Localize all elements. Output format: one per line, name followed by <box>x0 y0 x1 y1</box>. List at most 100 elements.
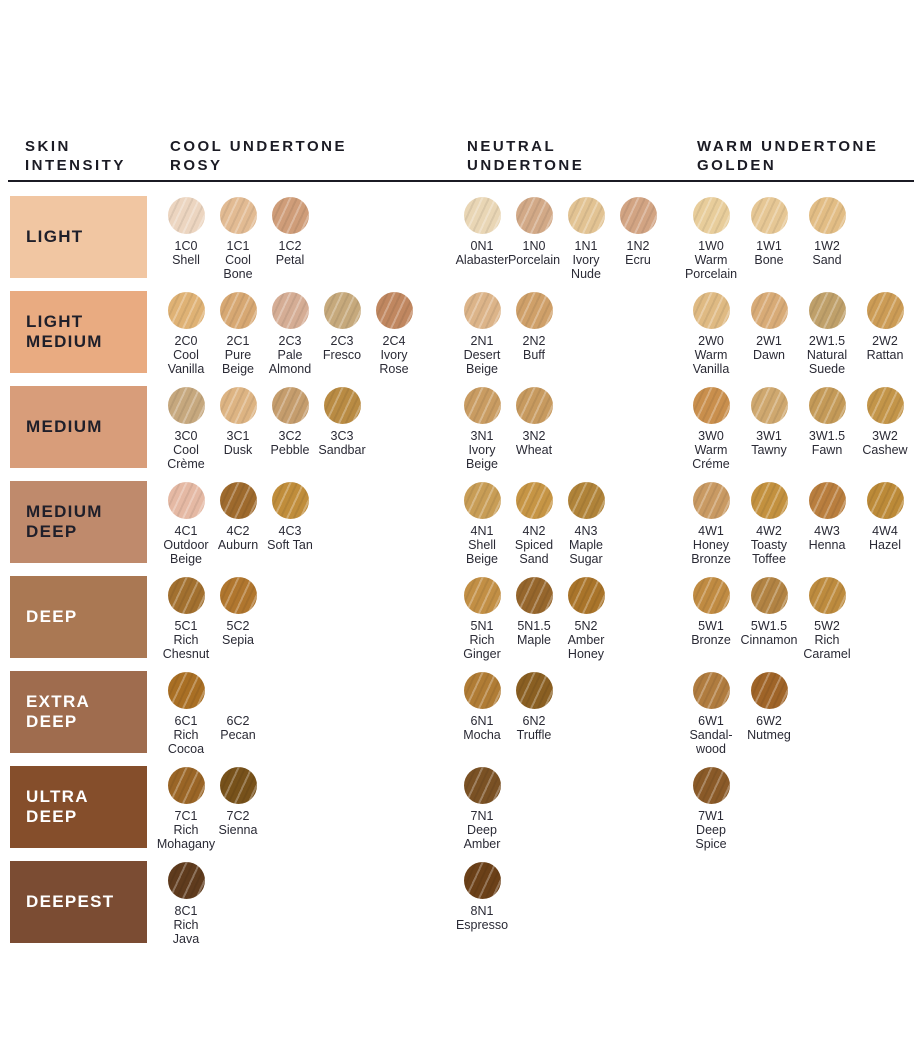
shade-code: 6W1 <box>698 714 724 728</box>
shade-code: 2C4 <box>382 334 406 348</box>
shade-name: Ivory Rose <box>379 348 409 376</box>
shade-1W0: 1W0 Warm Porcelain <box>682 197 740 281</box>
shade-swatch <box>219 577 257 614</box>
neutral-shade-group: 8N1 Espresso <box>456 862 508 932</box>
shade-code: 1N2 <box>626 239 650 253</box>
shade-code: 2C0 <box>174 334 198 348</box>
shade-3C1: 3C1 Dusk <box>212 387 264 457</box>
warm-shade-group: 7W1 Deep Spice <box>682 767 740 851</box>
shade-name: Desert Beige <box>463 348 501 376</box>
intensity-row-4: MEDIUM DEEP 4C1 Outdoor Beige 4C2 Auburn 4C3 S… <box>0 481 922 566</box>
shade-code: 5N1 <box>470 619 494 633</box>
shade-code: 1C0 <box>174 239 198 253</box>
neutral-shade-group: 2N1 Desert Beige 2N2 Buff <box>456 292 560 376</box>
shade-1N2: 1N2 Ecru <box>612 197 664 267</box>
shade-swatch <box>515 387 553 424</box>
shade-code: 5W1 <box>698 619 724 633</box>
intensity-row-1: LIGHT 1C0 Shell 1C1 Cool Bone 1C2 Petal 0N1 Alab… <box>0 196 922 281</box>
shade-swatch <box>692 197 730 234</box>
shade-swatch <box>463 197 501 234</box>
shade-7C2: 7C2 Sienna <box>212 767 264 837</box>
shade-4W4: 4W4 Hazel <box>856 482 914 552</box>
shade-6C1: 6C1 Rich Cocoa <box>160 672 212 756</box>
shade-code: 2W1 <box>756 334 782 348</box>
neutral-shade-group: 6N1 Mocha 6N2 Truffle <box>456 672 560 742</box>
shade-code: 1N1 <box>574 239 598 253</box>
shade-swatch <box>515 292 553 329</box>
shade-code: 5W1.5 <box>750 619 788 633</box>
shade-3W1.5: 3W1.5 Fawn <box>798 387 856 457</box>
shade-swatch <box>167 577 205 614</box>
warm-shade-group: 2W0 Warm Vanilla 2W1 Dawn 2W1.5 Natural Suede… <box>682 292 914 376</box>
shade-swatch <box>808 292 846 329</box>
intensity-row-3: MEDIUM 3C0 Cool Crème 3C1 Dusk 3C2 Pebble 3C3 Sa… <box>0 386 922 471</box>
shade-name: Rich Ginger <box>463 633 501 661</box>
shade-name: Outdoor Beige <box>163 538 209 566</box>
shade-code: 1W2 <box>814 239 840 253</box>
shade-3C2: 3C2 Pebble <box>264 387 316 457</box>
shade-name: Rich Chesnut <box>162 633 210 661</box>
shade-code: 7C2 <box>226 809 250 823</box>
shade-name: Soft Tan <box>267 538 313 552</box>
shade-swatch <box>808 482 846 519</box>
column-header-warm-undertone: WARM UNDERTONE GOLDEN <box>697 138 879 174</box>
shade-swatch <box>808 577 846 614</box>
shade-name: Sienna <box>218 823 258 837</box>
shade-swatch <box>866 482 904 519</box>
shade-name: Ivory Nude <box>571 253 601 281</box>
shade-swatch <box>167 482 205 519</box>
shade-swatch <box>692 767 730 804</box>
shade-code: 2C3 <box>330 334 354 348</box>
shade-swatch <box>515 482 553 519</box>
intensity-row-6: EXTRA DEEP 6C1 Rich Cocoa 6C2 Pecan 6N1 Mocha 6… <box>0 671 922 756</box>
shade-swatch <box>750 387 788 424</box>
warm-shade-group: 3W0 Warm Créme 3W1 Tawny 3W1.5 Fawn 3W2 Cashew <box>682 387 914 471</box>
neutral-shade-group: 5N1 Rich Ginger 5N1.5 Maple 5N2 Amber Honey <box>456 577 612 661</box>
column-header-neutral-undertone: NEUTRAL UNDERTONE <box>467 138 585 174</box>
shade-swatch <box>750 577 788 614</box>
shade-name: Cashew <box>862 443 908 457</box>
shade-name: Warm Créme <box>692 443 730 471</box>
shade-swatch <box>750 482 788 519</box>
shade-6N1: 6N1 Mocha <box>456 672 508 742</box>
shade-2C3: 2C3 Pale Almond <box>264 292 316 376</box>
shade-name: Petal <box>275 253 305 267</box>
shade-name: Pecan <box>220 728 256 742</box>
shade-swatch <box>167 767 205 804</box>
shade-name: Amber Honey <box>567 633 605 661</box>
shade-2C0: 2C0 Cool Vanilla <box>160 292 212 376</box>
warm-shade-group: 1W0 Warm Porcelain 1W1 Bone 1W2 Sand <box>682 197 856 281</box>
shade-1W1: 1W1 Bone <box>740 197 798 267</box>
shade-name: Warm Vanilla <box>692 348 730 376</box>
shade-3N1: 3N1 Ivory Beige <box>456 387 508 471</box>
shade-code: 6W2 <box>756 714 782 728</box>
shade-code: 8N1 <box>470 904 494 918</box>
shade-swatch <box>219 292 257 329</box>
shade-3C0: 3C0 Cool Crème <box>160 387 212 471</box>
shade-swatch <box>567 577 605 614</box>
cool-shade-group: 3C0 Cool Crème 3C1 Dusk 3C2 Pebble 3C3 Sandbar <box>160 387 368 471</box>
intensity-row-8: DEEPEST 8C1 Rich Java 8N1 Espresso <box>0 861 922 946</box>
shade-swatch <box>808 197 846 234</box>
shade-name: Cool Crème <box>167 443 205 471</box>
intensity-label: LIGHT <box>10 196 147 278</box>
shade-5C2: 5C2 Sepia <box>212 577 264 647</box>
shade-name: Pebble <box>270 443 310 457</box>
shade-swatch <box>463 387 501 424</box>
shade-2N1: 2N1 Desert Beige <box>456 292 508 376</box>
cool-shade-group: 5C1 Rich Chesnut 5C2 Sepia <box>160 577 264 661</box>
shade-code: 2N2 <box>522 334 546 348</box>
shade-name: Maple <box>516 633 552 647</box>
shade-swatch <box>323 387 361 424</box>
shade-swatch <box>167 292 205 329</box>
shade-7C1: 7C1 Rich Mohagany <box>157 767 215 851</box>
shade-swatch <box>271 482 309 519</box>
shade-swatch <box>692 482 730 519</box>
shade-swatch <box>515 197 553 234</box>
shade-code: 5N2 <box>574 619 598 633</box>
shade-5N1.5: 5N1.5 Maple <box>508 577 560 647</box>
shade-swatch <box>167 387 205 424</box>
shade-swatch <box>271 292 309 329</box>
shade-code: 7W1 <box>698 809 724 823</box>
